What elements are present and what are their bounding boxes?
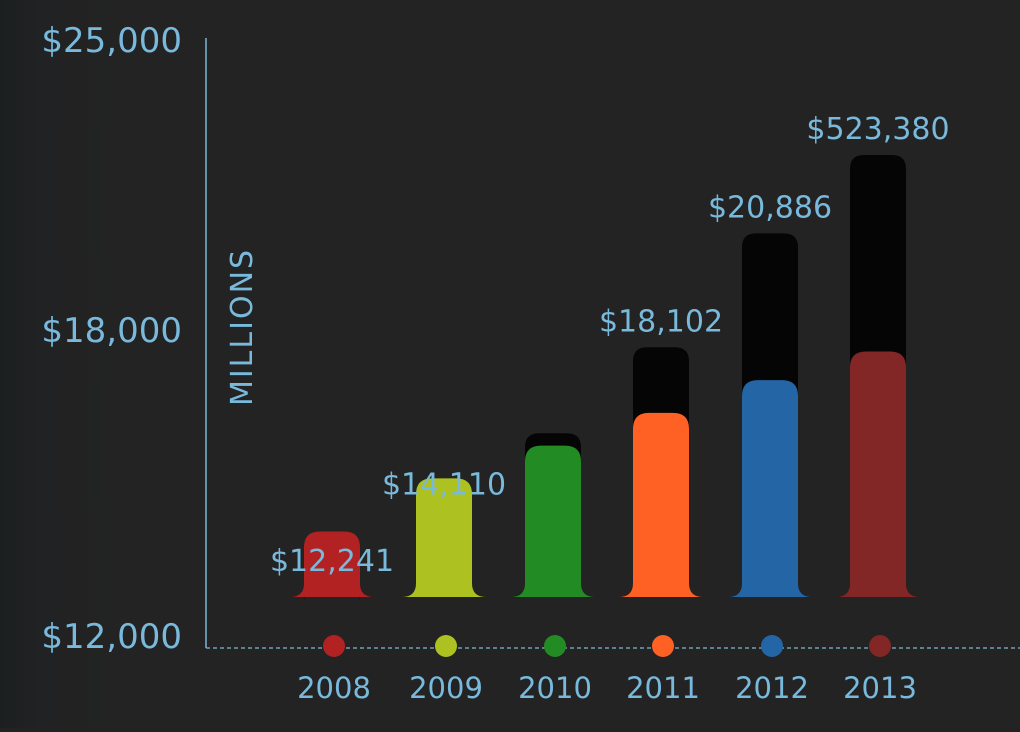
x-tick-label: 2011 (626, 671, 700, 705)
marker-dot-2011 (652, 635, 674, 657)
y-axis-title: MILLIONS (225, 248, 260, 406)
x-tick-label: 2009 (409, 671, 483, 705)
bar-fill-2008 (290, 531, 374, 597)
bar-fill-2009 (402, 478, 486, 597)
y-axis: $25,000 $18,000 $12,000 MILLIONS (41, 21, 260, 657)
x-tick-label: 2012 (735, 671, 809, 705)
x-tick-label: 2008 (297, 671, 371, 705)
value-label-2008: $12,241 (270, 544, 394, 579)
x-tick-label: 2010 (518, 671, 592, 705)
bar-fill-2012 (728, 380, 812, 597)
marker-dot-2013 (869, 635, 891, 657)
y-tick-label: $25,000 (41, 21, 182, 61)
value-label-2009: $14,110 (382, 468, 506, 503)
value-labels: $12,241 $14,110 $18,102 $20,886 $523,380 (270, 112, 950, 579)
bars (290, 155, 920, 602)
marker-dot-2010 (544, 635, 566, 657)
bar-fill-2013 (836, 351, 920, 597)
x-tick-label: 2013 (843, 671, 917, 705)
value-label-2013: $523,380 (806, 112, 949, 147)
y-tick-label: $18,000 (41, 311, 182, 351)
value-label-2011: $18,102 (599, 304, 723, 339)
y-tick-label: $12,000 (41, 617, 182, 657)
marker-dot-2008 (323, 635, 345, 657)
x-axis: 2008 2009 2010 2011 2012 2013 (206, 635, 1020, 705)
bar-fill-2011 (619, 412, 703, 597)
marker-dot-2009 (435, 635, 457, 657)
marker-dot-2012 (761, 635, 783, 657)
value-label-2012: $20,886 (708, 190, 832, 225)
bar-fill-2010 (511, 445, 595, 597)
